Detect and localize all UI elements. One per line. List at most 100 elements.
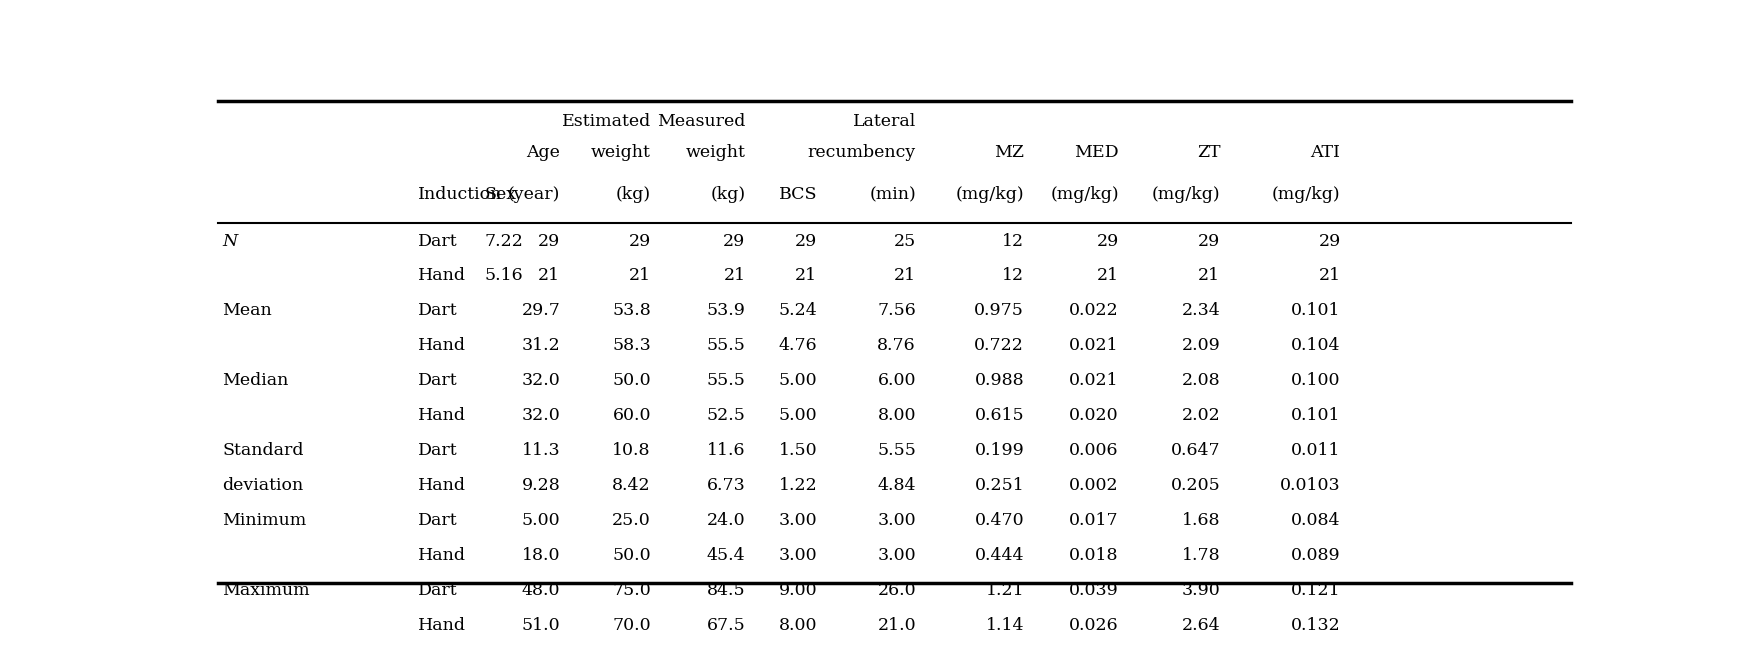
Text: 21: 21 <box>537 267 560 285</box>
Text: 1.68: 1.68 <box>1181 512 1220 529</box>
Text: (min): (min) <box>869 186 916 203</box>
Text: 21: 21 <box>1199 267 1220 285</box>
Text: recumbency: recumbency <box>808 144 916 162</box>
Text: 0.251: 0.251 <box>974 477 1024 494</box>
Text: Age: Age <box>527 144 560 162</box>
Text: 8.00: 8.00 <box>778 616 817 634</box>
Text: 11.6: 11.6 <box>707 442 745 459</box>
Text: N: N <box>222 232 237 250</box>
Text: 0.104: 0.104 <box>1291 337 1340 354</box>
Text: 0.018: 0.018 <box>1070 547 1119 564</box>
Text: Dart: Dart <box>419 232 457 250</box>
Text: 0.084: 0.084 <box>1291 512 1340 529</box>
Text: 0.132: 0.132 <box>1291 616 1340 634</box>
Text: 32.0: 32.0 <box>522 407 560 424</box>
Text: 2.08: 2.08 <box>1181 372 1220 389</box>
Text: 58.3: 58.3 <box>612 337 651 354</box>
Text: 0.470: 0.470 <box>974 512 1024 529</box>
Text: 45.4: 45.4 <box>707 547 745 564</box>
Text: 0.011: 0.011 <box>1291 442 1340 459</box>
Text: 29: 29 <box>628 232 651 250</box>
Text: Hand: Hand <box>419 407 466 424</box>
Text: Estimated: Estimated <box>562 113 651 130</box>
Text: 31.2: 31.2 <box>522 337 560 354</box>
Text: Hand: Hand <box>419 547 466 564</box>
Text: 25: 25 <box>893 232 916 250</box>
Text: Dart: Dart <box>419 512 457 529</box>
Text: Dart: Dart <box>419 303 457 319</box>
Text: 26.0: 26.0 <box>878 582 916 598</box>
Text: 0.002: 0.002 <box>1070 477 1119 494</box>
Text: 0.722: 0.722 <box>974 337 1024 354</box>
Text: weight: weight <box>686 144 745 162</box>
Text: 2.34: 2.34 <box>1181 303 1220 319</box>
Text: 12: 12 <box>1002 267 1024 285</box>
Text: 0.199: 0.199 <box>974 442 1024 459</box>
Text: Dart: Dart <box>419 372 457 389</box>
Text: 0.444: 0.444 <box>975 547 1024 564</box>
Text: BCS: BCS <box>778 186 817 203</box>
Text: 21: 21 <box>1319 267 1340 285</box>
Text: 0.647: 0.647 <box>1171 442 1220 459</box>
Text: Induction: Induction <box>419 186 503 203</box>
Text: 3.00: 3.00 <box>778 512 817 529</box>
Text: 0.022: 0.022 <box>1070 303 1119 319</box>
Text: 6.00: 6.00 <box>878 372 916 389</box>
Text: 10.8: 10.8 <box>612 442 651 459</box>
Text: weight: weight <box>592 144 651 162</box>
Text: 12: 12 <box>1002 232 1024 250</box>
Text: Dart: Dart <box>419 442 457 459</box>
Text: 70.0: 70.0 <box>612 616 651 634</box>
Text: Standard: Standard <box>222 442 304 459</box>
Text: 3.00: 3.00 <box>878 547 916 564</box>
Text: 1.78: 1.78 <box>1181 547 1220 564</box>
Text: 2.09: 2.09 <box>1181 337 1220 354</box>
Text: 48.0: 48.0 <box>522 582 560 598</box>
Text: 52.5: 52.5 <box>707 407 745 424</box>
Text: 7.56: 7.56 <box>878 303 916 319</box>
Text: 29: 29 <box>722 232 745 250</box>
Text: 3.00: 3.00 <box>778 547 817 564</box>
Text: (mg/kg): (mg/kg) <box>1272 186 1340 203</box>
Text: Mean: Mean <box>222 303 272 319</box>
Text: 4.84: 4.84 <box>878 477 916 494</box>
Text: (mg/kg): (mg/kg) <box>1152 186 1220 203</box>
Text: 11.3: 11.3 <box>522 442 560 459</box>
Text: 0.615: 0.615 <box>974 407 1024 424</box>
Text: (kg): (kg) <box>616 186 651 203</box>
Text: Median: Median <box>222 372 288 389</box>
Text: 29.7: 29.7 <box>522 303 560 319</box>
Text: 9.28: 9.28 <box>522 477 560 494</box>
Text: 21.0: 21.0 <box>878 616 916 634</box>
Text: ZT: ZT <box>1197 144 1220 162</box>
Text: 24.0: 24.0 <box>707 512 745 529</box>
Text: 29: 29 <box>1317 232 1340 250</box>
Text: (year): (year) <box>508 186 560 203</box>
Text: Lateral: Lateral <box>853 113 916 130</box>
Text: MED: MED <box>1075 144 1119 162</box>
Text: 0.988: 0.988 <box>974 372 1024 389</box>
Text: 4.76: 4.76 <box>778 337 817 354</box>
Text: 5.00: 5.00 <box>778 407 817 424</box>
Text: 50.0: 50.0 <box>612 547 651 564</box>
Text: 8.00: 8.00 <box>878 407 916 424</box>
Text: 0.0103: 0.0103 <box>1281 477 1340 494</box>
Text: 0.101: 0.101 <box>1291 303 1340 319</box>
Text: (mg/kg): (mg/kg) <box>1050 186 1119 203</box>
Text: 0.205: 0.205 <box>1171 477 1220 494</box>
Text: Hand: Hand <box>419 267 466 285</box>
Text: Dart: Dart <box>419 582 457 598</box>
Text: 29: 29 <box>796 232 817 250</box>
Text: 2.02: 2.02 <box>1181 407 1220 424</box>
Text: 5.24: 5.24 <box>778 303 817 319</box>
Text: 5.16: 5.16 <box>485 267 524 285</box>
Text: 9.00: 9.00 <box>778 582 817 598</box>
Text: 50.0: 50.0 <box>612 372 651 389</box>
Text: 0.017: 0.017 <box>1070 512 1119 529</box>
Text: 7.22: 7.22 <box>485 232 524 250</box>
Text: Sex: Sex <box>485 186 517 203</box>
Text: 0.021: 0.021 <box>1070 337 1119 354</box>
Text: 0.121: 0.121 <box>1291 582 1340 598</box>
Text: 51.0: 51.0 <box>522 616 560 634</box>
Text: 0.021: 0.021 <box>1070 372 1119 389</box>
